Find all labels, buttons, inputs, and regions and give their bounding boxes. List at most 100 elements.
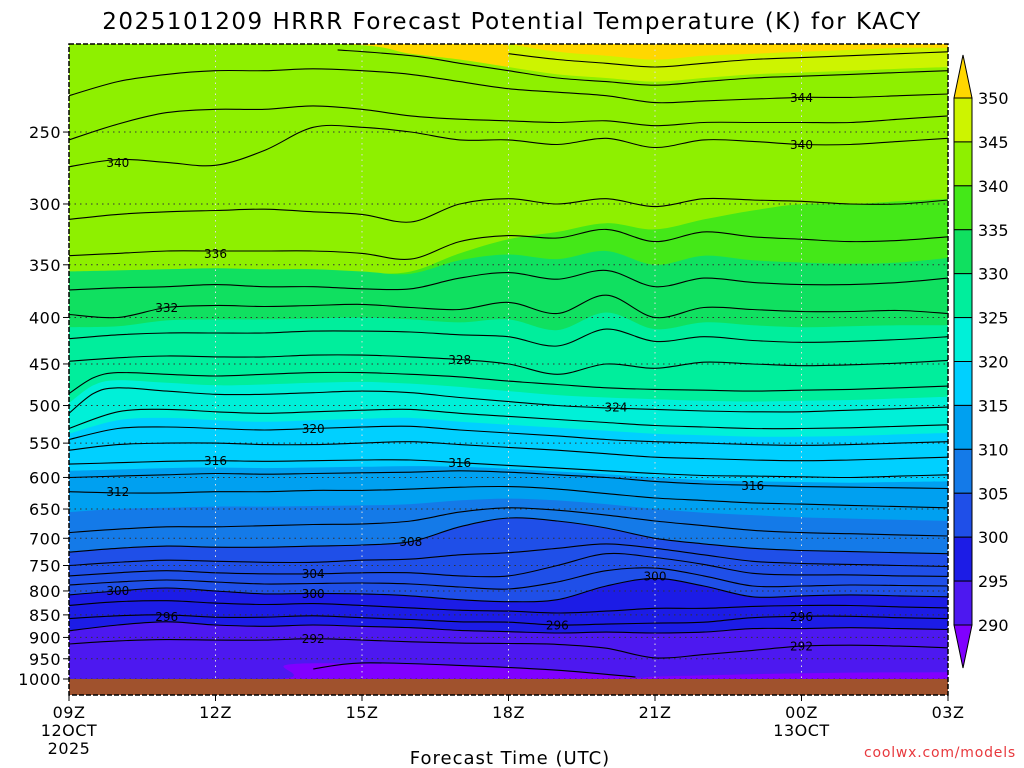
y-tick-label: 750 [29,556,61,575]
contour-label-18: 292 [302,632,325,646]
contour-298 [69,600,948,614]
contour-label-15: 296 [155,610,178,624]
contour-label-3: 328 [448,353,471,367]
y-tick-label: 1000 [18,670,61,689]
colorbar-segment [953,273,973,319]
colorbar-cap-bottom [953,624,973,669]
contour-334 [69,269,948,291]
ground-bar [69,679,948,695]
contour-292 [69,638,948,659]
contour-label-text: 340 [106,156,129,170]
colorbar-tick-label: 325 [978,309,1009,328]
x-tick-label: 12Z [199,703,232,722]
contour-label-text: 324 [604,401,627,415]
y-tick-label: 800 [29,582,61,601]
colorbar-tick-label: 350 [978,89,1009,108]
contour-348 [508,51,948,68]
x-tick-sublabel: 12OCT [41,721,97,740]
contour-330 [69,328,948,347]
colorbar-segment [953,97,973,143]
contour-label-20: 344 [790,91,813,105]
colorbar-segment [953,448,973,494]
contour-label-0: 340 [106,156,129,170]
colorbar-tick-label: 290 [978,616,1009,635]
y-tick-label: 450 [29,355,61,374]
x-tick-label: 15Z [346,703,379,722]
colorbar-segment [953,536,973,582]
y-tick-label: 400 [29,308,61,327]
contour-label-text: 312 [106,485,129,499]
contour-label-1: 336 [204,247,227,261]
colorbar-segment [953,580,973,626]
contour-label-8: 316 [741,479,764,493]
colorbar-segment [953,317,973,363]
contour-label-5: 320 [302,422,325,436]
contour-label-text: 316 [741,479,764,493]
contour-346 [337,49,948,86]
contour-344 [69,68,948,104]
contour-label-11: 304 [302,567,325,581]
contour-label-text: 308 [399,535,422,549]
contour-308 [69,517,948,555]
contour-label-text: 344 [790,91,813,105]
y-tick-label: 550 [29,434,61,453]
contour-label-text: 300 [106,584,129,598]
y-tick-label: 300 [29,195,61,214]
contour-label-14: 300 [644,569,667,583]
contour-label-text: 332 [155,301,178,315]
contour-302 [69,567,948,590]
colorbar-segment [953,492,973,538]
x-tick-label: 18Z [492,703,525,722]
contour-label-text: 320 [302,422,325,436]
contour-label-16: 296 [546,618,569,632]
credit-text: coolwx.com/models [864,745,1016,761]
colorbar-tick-label: 330 [978,265,1009,284]
contour-label-2: 332 [155,301,178,315]
contour-label-4: 324 [604,401,627,415]
contour-label-text: 316 [448,456,471,470]
contour-label-7: 316 [448,456,471,470]
contour-label-text: 292 [790,640,813,654]
contour-label-text: 300 [302,587,325,601]
colorbar-segment [953,404,973,450]
contour-318 [69,441,948,462]
plot-area: 340 336 332 328 324 320 316 316 316 312 308 304 300 3… [68,43,949,696]
contour-label-19: 292 [790,640,813,654]
colorbar-segment [953,141,973,187]
contour-label-10: 308 [399,535,422,549]
colorbar-segment [953,361,973,406]
contour-label-text: 316 [204,454,227,468]
y-tick-label: 350 [29,256,61,275]
chart-title: 2025101209 HRRR Forecast Potential Tempe… [102,9,921,35]
contour-340 [69,124,948,168]
colorbar-tick-label: 335 [978,221,1009,240]
colorbar-segment [953,185,973,231]
colorbar-tick-label: 315 [978,396,1009,415]
contour-322 [69,408,948,430]
contour-label-17: 296 [790,610,813,624]
colorbar-tick-label: 320 [978,353,1009,372]
contour-312 [69,485,948,509]
y-tick-label: 250 [29,123,61,142]
contour-310 [69,507,948,537]
contour-label-text: 300 [644,569,667,583]
contour-324 [69,387,948,414]
y-tick-label: 500 [29,397,61,416]
y-tick-label: 850 [29,606,61,625]
contour-316 [69,459,948,479]
contour-label-6: 316 [204,454,227,468]
colorbar-tick-label: 295 [978,572,1009,591]
y-tick-label: 900 [29,628,61,647]
contour-304 [69,552,948,578]
contour-290 [313,662,636,678]
contour-label-text: 336 [204,247,227,261]
contour-label-text: 296 [790,610,813,624]
contour-label-21: 340 [790,138,813,152]
contour-314 [69,470,948,490]
y-tick-label: 600 [29,468,61,487]
x-tick-label: 09Z [53,703,86,722]
y-tick-label: 650 [29,500,61,519]
contour-label-text: 304 [302,567,325,581]
contour-342 [69,105,948,141]
